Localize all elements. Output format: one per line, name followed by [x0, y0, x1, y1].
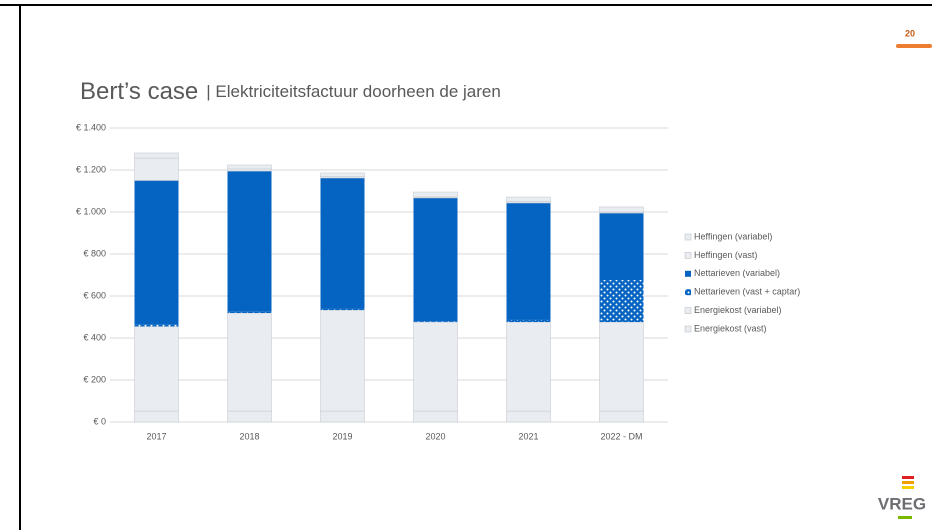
- bar-segment: [134, 326, 179, 412]
- bar-segment: [413, 197, 458, 322]
- bar-segment: [506, 202, 551, 320]
- bar-segment: [506, 319, 551, 323]
- legend-swatch: [684, 233, 692, 241]
- bar-segment: [227, 171, 272, 312]
- bar-segment: [227, 164, 272, 170]
- page-number: 20: [905, 28, 915, 38]
- legend-swatch: [685, 270, 691, 277]
- bar-segment: [506, 196, 551, 202]
- bar-segment: [320, 309, 365, 412]
- x-tick-label: 2019: [332, 431, 352, 441]
- bar-segment: [599, 213, 644, 281]
- x-tick-label: 2022 - DM: [600, 431, 642, 441]
- logo: VREG: [878, 476, 926, 519]
- bar-segment: [506, 410, 551, 423]
- bar-segment: [320, 177, 365, 309]
- bar-segment: [227, 168, 272, 172]
- bar-segment: [320, 308, 365, 311]
- bar-segment: [134, 157, 179, 181]
- bar-segment: [134, 152, 179, 159]
- bar-segment: [599, 206, 644, 213]
- bar-segment: [413, 410, 458, 423]
- x-tick-label: 2020: [425, 431, 445, 441]
- bar-segment: [320, 172, 365, 177]
- legend-label: Nettarieven (variabel): [694, 268, 780, 278]
- y-tick-label: € 1.400: [76, 122, 106, 132]
- bar-segment: [134, 324, 179, 327]
- legend-swatch: [684, 325, 692, 333]
- y-tick-label: € 800: [83, 248, 106, 258]
- legend-label: Energiekost (vast): [694, 323, 767, 333]
- legend-label: Nettarieven (vast + captar): [694, 287, 800, 297]
- bar-segment: [413, 321, 458, 412]
- title: Bert’s case | Elektriciteitsfactuur doorh…: [80, 78, 501, 105]
- page-accent: [896, 44, 932, 48]
- legend-label: Heffingen (variabel): [694, 231, 772, 241]
- bar-segment: [320, 410, 365, 423]
- y-tick-label: € 200: [83, 374, 106, 384]
- x-tick-label: 2021: [518, 431, 538, 441]
- bar-segment: [227, 312, 272, 412]
- legend-swatch: [685, 289, 691, 296]
- title-main: Bert’s case: [80, 78, 198, 105]
- logo-text: VREG: [878, 494, 926, 513]
- y-tick-label: € 600: [83, 290, 106, 300]
- legend-label: Heffingen (vast): [694, 250, 757, 260]
- bar-segment: [506, 321, 551, 412]
- bar-segment: [599, 410, 644, 423]
- y-tick-label: € 1.200: [76, 164, 106, 174]
- legend-label: Energiekost (variabel): [694, 305, 782, 315]
- x-tick-label: 2018: [239, 431, 259, 441]
- bar-segment: [413, 321, 458, 323]
- bar-segment: [227, 410, 272, 423]
- bar-segment: [599, 280, 644, 323]
- legend-swatch: [684, 307, 692, 314]
- bar-segment: [227, 311, 272, 314]
- bar-segment: [413, 191, 458, 198]
- y-tick-label: € 400: [83, 332, 106, 342]
- legend-swatch: [684, 252, 692, 259]
- bar-segment: [134, 180, 179, 325]
- bar-segment: [134, 410, 179, 423]
- y-tick-label: € 0: [93, 416, 106, 426]
- y-tick-label: € 1.000: [76, 206, 106, 216]
- subtitle: | Elektriciteitsfactuur doorheen de jare…: [206, 82, 501, 101]
- bar-segment: [599, 321, 644, 412]
- x-tick-label: 2017: [146, 431, 166, 441]
